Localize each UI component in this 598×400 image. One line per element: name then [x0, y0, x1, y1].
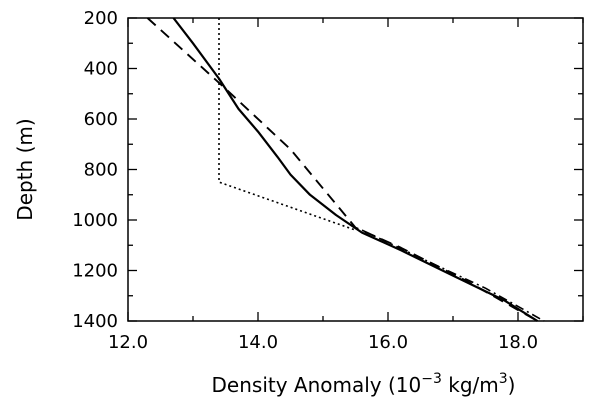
series-line-dotted	[218, 18, 356, 231]
x-tick-labels: 12.0 14.0 16.0 18.0	[108, 332, 538, 353]
x-tick-label: 12.0	[108, 332, 148, 353]
x-axis-label-exponent: −3	[421, 371, 442, 387]
x-axis-label-units: kg/m	[442, 373, 499, 397]
y-tick-label: 400	[84, 59, 118, 80]
y-tick-label: 600	[84, 109, 118, 130]
ticks-group	[127, 17, 584, 322]
x-tick-label: 16.0	[368, 332, 408, 353]
x-tick-label: 14.0	[238, 332, 278, 353]
plot-frame	[127, 17, 584, 322]
y-tick-label: 1200	[72, 261, 118, 282]
series-line-dashdot	[361, 229, 545, 322]
y-tick-label: 200	[84, 8, 118, 29]
y-axis-label: Depth (m)	[13, 118, 37, 220]
series-line-dashed	[146, 17, 538, 322]
x-axis-label-main: Density Anomaly (10	[212, 373, 422, 397]
x-axis-label: Density Anomaly (10−3 kg/m3)	[212, 371, 516, 397]
series-group	[146, 17, 545, 322]
y-tick-label: 1000	[72, 210, 118, 231]
y-tick-label: 800	[84, 160, 118, 181]
x-tick-label: 18.0	[498, 332, 538, 353]
plot-area	[127, 17, 584, 322]
series-line-solid	[172, 17, 539, 322]
x-axis-label-units-exponent: 3	[499, 371, 508, 387]
x-axis-label-close: )	[508, 373, 516, 397]
y-tick-label: 1400	[72, 311, 118, 332]
y-tick-labels: 200 400 600 800 1000 1200 1400	[72, 8, 118, 332]
